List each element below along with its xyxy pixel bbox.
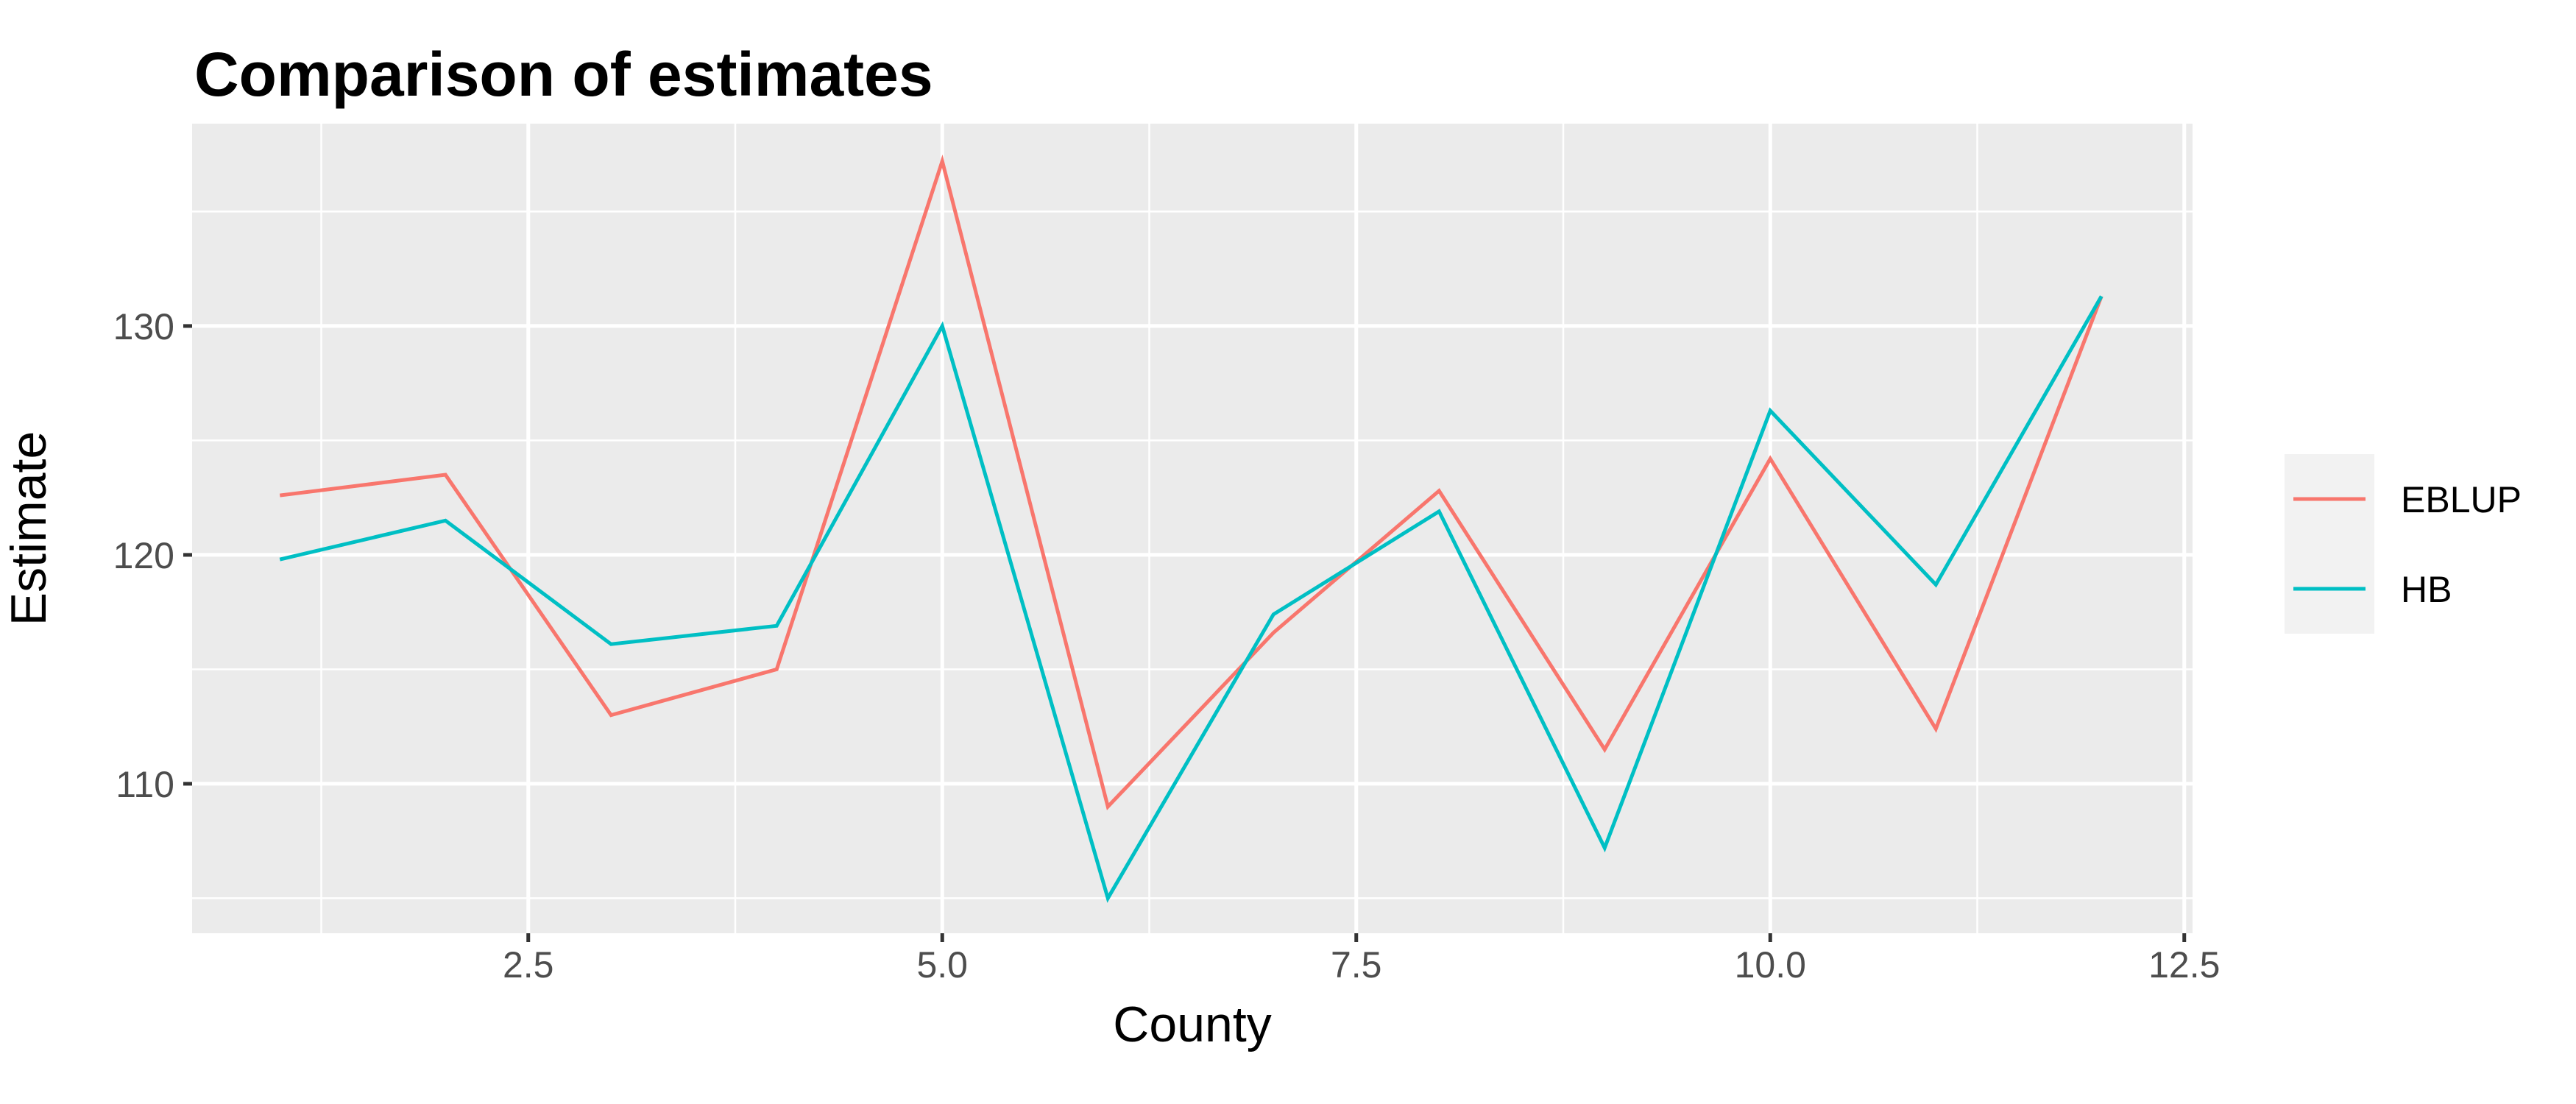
y-axis-title: Estimate — [1, 431, 57, 626]
series-lines — [279, 155, 2103, 903]
legend-label-hb: HB — [2401, 569, 2452, 610]
x-tick-label: 12.5 — [2148, 944, 2220, 986]
legend: EBLUP HB — [2285, 454, 2522, 634]
legend-key-background — [2285, 454, 2374, 634]
x-tick-label: 10.0 — [1735, 944, 1806, 986]
y-tick-label: 120 — [113, 535, 174, 576]
grid-lines — [192, 124, 2193, 933]
x-tick-label: 5.0 — [916, 944, 968, 986]
x-tick-label: 2.5 — [503, 944, 554, 986]
x-tick-label: 7.5 — [1331, 944, 1382, 986]
x-axis-title: County — [1113, 997, 1271, 1052]
series-line-hb — [279, 295, 2103, 903]
series-line-eblup — [279, 155, 2103, 811]
y-tick-label: 110 — [116, 764, 174, 805]
chart-title: Comparison of estimates — [194, 40, 933, 109]
plot-panel — [192, 124, 2193, 933]
y-axis-ticks: 110 120 130 — [113, 306, 192, 805]
legend-label-eblup: EBLUP — [2401, 479, 2522, 520]
y-tick-label: 130 — [113, 306, 174, 347]
x-axis-ticks: 2.5 5.0 7.5 10.0 12.5 — [503, 933, 2220, 986]
